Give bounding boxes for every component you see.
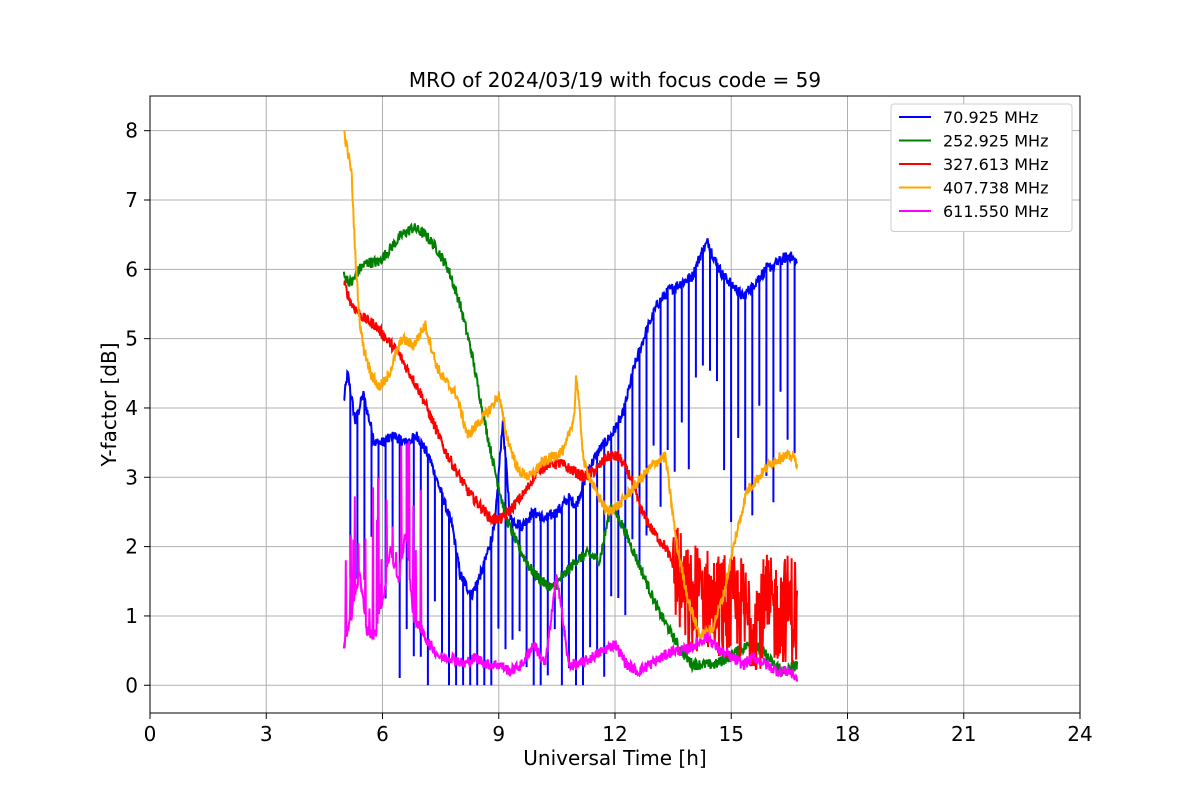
y-tick-label: 7 <box>125 188 138 212</box>
legend-box <box>890 103 1073 232</box>
y-tick-label: 8 <box>125 119 138 143</box>
y-tick-label: 1 <box>125 604 138 628</box>
legend-label: 611.550 MHz <box>943 202 1048 221</box>
y-tick-label: 4 <box>125 396 138 420</box>
x-tick-label: 24 <box>1067 722 1092 746</box>
series-line <box>342 440 799 682</box>
y-tick-label: 6 <box>125 257 138 281</box>
x-tick-label: 0 <box>144 722 157 746</box>
y-tick-label: 5 <box>125 327 138 351</box>
legend-label: 327.613 MHz <box>943 155 1048 174</box>
x-axis-label: Universal Time [h] <box>523 746 706 770</box>
x-tick-label: 12 <box>602 722 627 746</box>
series-line <box>343 129 799 643</box>
x-tick-label: 15 <box>719 722 744 746</box>
x-tick-label: 6 <box>376 722 389 746</box>
series-line <box>343 238 798 686</box>
legend-label: 252.925 MHz <box>943 132 1048 151</box>
y-axis-label: Y-factor [dB] <box>97 342 121 467</box>
x-tick-label: 9 <box>492 722 505 746</box>
x-tick-label: 18 <box>835 722 860 746</box>
x-tick-label: 21 <box>951 722 976 746</box>
series-line <box>343 280 799 671</box>
x-tick-label: 3 <box>260 722 273 746</box>
chart-title: MRO of 2024/03/19 with focus code = 59 <box>409 68 821 92</box>
legend-label: 407.738 MHz <box>943 179 1048 198</box>
series-line <box>342 222 799 677</box>
legend-label: 70.925 MHz <box>943 108 1038 127</box>
y-tick-label: 3 <box>125 465 138 489</box>
y-tick-label: 2 <box>125 535 138 559</box>
y-tick-label: 0 <box>125 673 138 697</box>
legend: 70.925 MHz 252.925 MHz 327.613 MHz 407.7… <box>890 103 1073 232</box>
plot-lines <box>342 129 799 686</box>
